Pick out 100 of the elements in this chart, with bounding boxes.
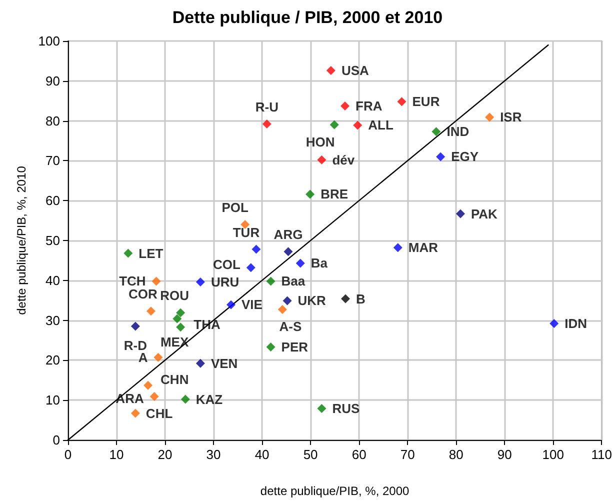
data-label: MAR	[408, 240, 439, 256]
data-label: CHN	[160, 372, 189, 387]
point	[485, 112, 494, 122]
x-tick-label: 90	[497, 447, 512, 462]
point	[124, 248, 133, 258]
point	[456, 209, 465, 218]
data-label: dév	[332, 152, 356, 168]
point	[196, 277, 205, 286]
point	[176, 322, 186, 332]
point	[432, 127, 441, 136]
data-label: COR	[128, 286, 158, 302]
data-label: ARA	[116, 391, 144, 406]
data-label: PER	[281, 340, 309, 355]
data-label: IND	[446, 124, 470, 140]
point	[180, 394, 190, 404]
data-label: TUR	[232, 224, 260, 240]
data-label: ALL	[368, 118, 394, 133]
data-label: BRE	[320, 186, 348, 202]
data-label: FRA	[356, 98, 383, 114]
y-tick-label: 50	[46, 233, 60, 248]
point	[150, 392, 159, 402]
data-label: ARG	[274, 227, 303, 242]
data-label: LET	[138, 246, 164, 261]
point	[330, 120, 339, 130]
point	[278, 305, 287, 314]
y-tick-label: 60	[46, 193, 60, 208]
point	[550, 318, 559, 328]
x-tick-label: 110	[591, 447, 612, 462]
point	[306, 190, 315, 199]
data-label: RUS	[332, 400, 360, 416]
point	[246, 263, 256, 272]
y-tick-label: 80	[46, 113, 60, 128]
point	[282, 296, 292, 306]
x-tick-label: 20	[158, 447, 172, 462]
x-tick-label: 10	[109, 447, 124, 462]
data-label: USA	[341, 63, 370, 78]
point	[284, 247, 293, 256]
data-label: HON	[306, 134, 335, 150]
point	[326, 66, 336, 76]
x-axis-title: dette publique/PIB, %, 2000	[260, 484, 410, 498]
data-label: R-U	[255, 99, 278, 114]
point	[340, 294, 350, 304]
point	[144, 380, 153, 390]
x-tick-label: 30	[206, 447, 221, 462]
x-tick-label: 40	[254, 447, 270, 462]
y-axis-title: dette publique/PIB, %, 2010	[14, 166, 28, 315]
point	[176, 308, 186, 318]
data-label: Ba	[310, 256, 328, 271]
point	[196, 358, 205, 368]
data-label: B	[356, 291, 366, 306]
data-label: POL	[222, 200, 248, 216]
point	[262, 119, 272, 128]
x-tick-label: 0	[64, 447, 72, 462]
data-label: UKR	[298, 293, 327, 308]
point	[436, 152, 446, 162]
data-label: MEX	[160, 334, 189, 350]
data-label: COL	[212, 257, 240, 272]
y-tick-label: 100	[38, 34, 60, 48]
data-label: TCH	[119, 274, 146, 289]
point	[266, 342, 276, 352]
data-label: EGY	[451, 149, 479, 164]
x-tick-label: 80	[448, 447, 464, 462]
data-label: VIE	[242, 297, 263, 312]
point	[252, 244, 261, 254]
y-tick-label: 10	[46, 392, 60, 408]
point	[317, 155, 326, 164]
y-tick-label: 0	[52, 432, 60, 448]
x-tick-label: 60	[352, 447, 366, 462]
data-label: Baa	[281, 274, 306, 289]
data-label: ROU	[160, 288, 189, 304]
point	[397, 97, 406, 106]
point	[317, 404, 326, 413]
chart-title: Dette publique / PIB, 2000 et 2010	[172, 8, 443, 27]
point	[353, 120, 362, 130]
point	[226, 300, 236, 310]
y-tick-label: 70	[46, 153, 60, 168]
x-tick-label: 50	[303, 447, 318, 462]
data-label: PAK	[470, 206, 498, 222]
data-label: KAZ	[196, 392, 223, 407]
data-label: ISR	[500, 110, 522, 125]
point	[130, 408, 140, 418]
point	[266, 276, 276, 286]
point	[296, 258, 305, 268]
point	[393, 243, 402, 252]
point	[146, 306, 156, 316]
point	[154, 352, 163, 362]
y-tick-label: 20	[46, 352, 60, 368]
x-tick-label: 70	[400, 447, 415, 462]
y-tick-label: 40	[46, 272, 60, 288]
data-label: IDN	[564, 316, 587, 331]
y-tick-label: 30	[46, 312, 60, 328]
data-label: EUR	[412, 94, 440, 110]
data-label: VEN	[210, 356, 238, 371]
data-label: URU	[210, 274, 240, 290]
point	[340, 102, 350, 111]
data-label: A-S	[279, 319, 302, 334]
data-label: CHL	[146, 406, 173, 421]
x-tick-label: 100	[542, 447, 564, 462]
point	[172, 314, 182, 324]
point	[152, 276, 161, 286]
